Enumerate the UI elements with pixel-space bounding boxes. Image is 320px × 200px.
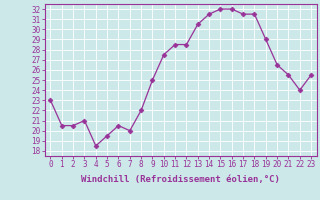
X-axis label: Windchill (Refroidissement éolien,°C): Windchill (Refroidissement éolien,°C) — [81, 175, 280, 184]
